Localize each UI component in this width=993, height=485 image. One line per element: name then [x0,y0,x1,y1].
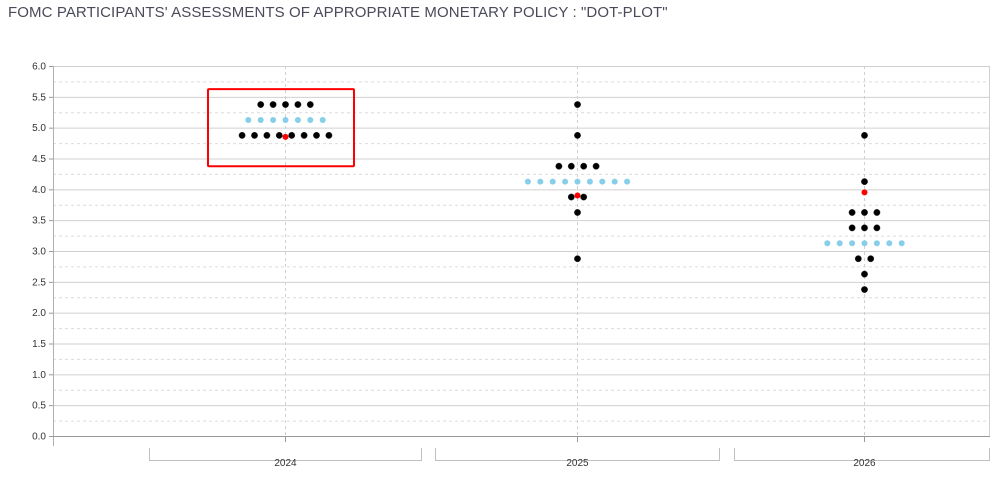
prior-projection-dot [257,116,264,123]
prior-projection-dot [849,240,856,247]
participant-dot [861,224,868,232]
participant-dot [567,193,575,201]
participant-dot [873,209,881,216]
y-tick-label: 6.0 [32,62,46,73]
participant-dot [555,162,563,170]
participant-dot [867,255,875,263]
participant-dot [854,255,862,263]
x-category-label: 2026 [853,458,876,469]
prior-projection-dot [319,116,326,123]
y-tick-label: 0.5 [32,401,46,412]
prior-projection-dot [282,116,289,123]
prior-projection-dot [624,178,631,185]
participant-dot [861,209,868,216]
prior-projection-dot [836,240,843,247]
prior-projection-dot [886,240,893,247]
participant-dot [580,193,588,201]
participant-dot [861,178,868,186]
y-tick-label: 5.5 [32,92,46,103]
prior-projection-dot [586,178,593,185]
participant-dot [861,270,868,278]
participant-dot [269,101,277,108]
prior-projection-dot [245,116,252,123]
prior-projection-dot [562,178,569,185]
prior-projection-dot [861,240,868,247]
chart-title: FOMC PARTICIPANTS' ASSESSMENTS OF APPROP… [8,4,668,21]
median-dot [861,189,868,196]
participant-dot [848,209,856,216]
participant-dot [251,131,258,139]
prior-projection-dot [824,240,831,247]
participant-dot [861,286,868,293]
participant-dot [873,224,881,232]
category-bracket [149,448,422,461]
prior-projection-dot [574,178,581,185]
prior-projection-dot [549,178,556,185]
prior-projection-dot [524,178,531,185]
participant-dot [282,101,289,108]
prior-projection-dot [294,116,301,123]
y-tick-label: 4.0 [32,185,46,196]
participant-dot [325,131,333,139]
prior-projection-dot [307,116,314,123]
y-tick-label: 5.0 [32,123,46,134]
y-tick-label: 0.0 [32,432,46,443]
participant-dot [257,101,265,108]
highlight-box [207,88,355,168]
prior-projection-dot [599,178,606,185]
participant-dot [574,255,581,263]
participant-dot [592,162,600,170]
participant-dot [238,131,246,139]
participant-dot [300,131,308,139]
y-tick-label: 2.5 [32,277,46,288]
prior-projection-dot [270,116,277,123]
prior-projection-dot [898,240,905,247]
median-dot [574,192,581,199]
y-tick-label: 1.5 [32,339,46,350]
participant-dot [306,101,314,108]
participant-dot [313,131,320,139]
y-tick-label: 2.0 [32,308,46,319]
y-tick-label: 3.0 [32,247,46,258]
participant-dot [567,162,575,170]
participant-dot [288,131,296,139]
participant-dot [574,209,581,216]
y-tick-label: 3.5 [32,216,46,227]
x-category-label: 2024 [274,458,297,469]
median-dot [282,133,289,140]
x-category-label: 2025 [566,458,589,469]
participant-dot [275,131,283,139]
participant-dot [574,131,581,139]
participant-dot [294,101,302,108]
y-tick-label: 1.0 [32,370,46,381]
prior-projection-dot [611,178,618,185]
category-bracket [435,448,720,461]
prior-projection-dot [873,240,880,247]
y-tick-label: 4.5 [32,154,46,165]
category-bracket [734,448,990,461]
participant-dot [263,131,271,139]
participant-dot [580,162,588,170]
participant-dot [574,101,581,108]
participant-dot [861,131,868,139]
prior-projection-dot [537,178,544,185]
participant-dot [848,224,856,232]
